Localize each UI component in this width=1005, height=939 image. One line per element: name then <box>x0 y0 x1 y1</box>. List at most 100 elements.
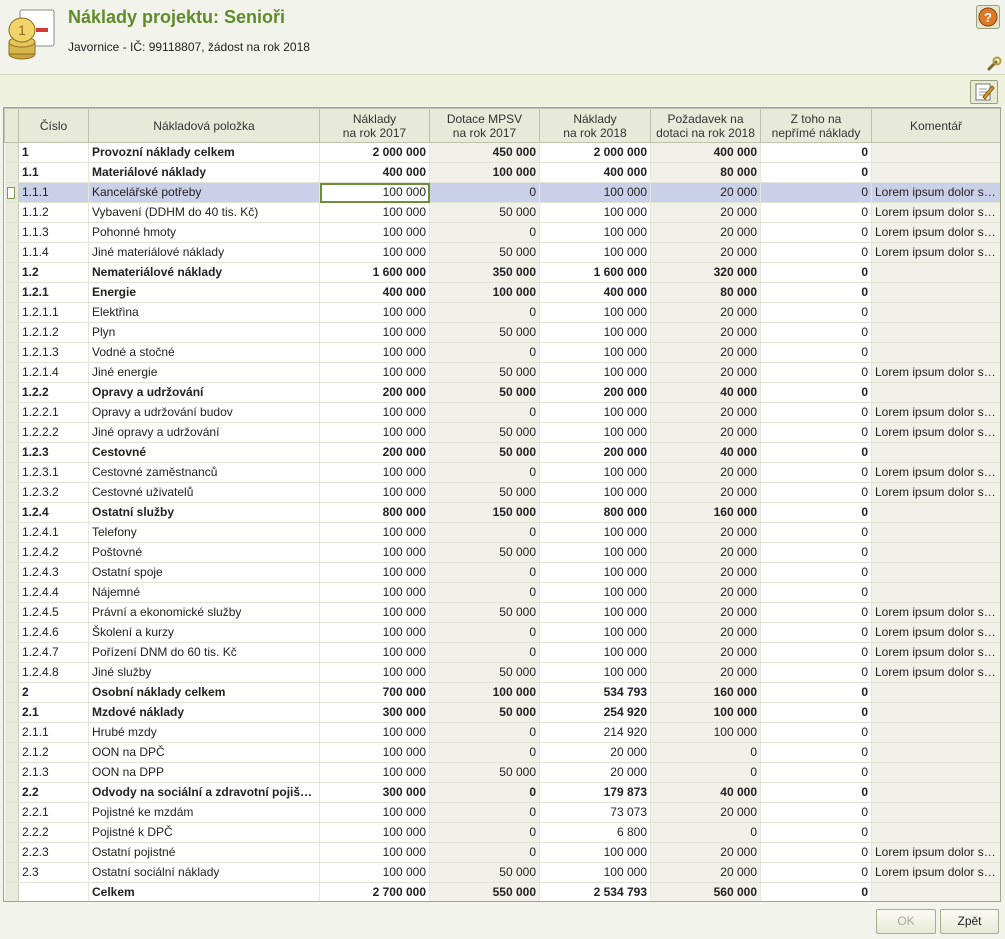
cell-dotace-2017[interactable]: 0 <box>429 802 540 823</box>
cell-naklady-2017[interactable]: 300 000 <box>319 782 430 803</box>
row-selector[interactable] <box>4 402 19 423</box>
cell-naklady-2017[interactable]: 100 000 <box>319 402 430 423</box>
cell-neprime[interactable]: 0 <box>760 242 872 263</box>
row-selector[interactable] <box>4 602 19 623</box>
cell-neprime[interactable]: 0 <box>760 282 872 303</box>
cell-naklady-2018[interactable]: 400 000 <box>539 282 651 303</box>
row-selector[interactable] <box>4 282 19 303</box>
cell-neprime[interactable]: 0 <box>760 822 872 843</box>
table-row[interactable]: 1.2.1.1 Elektřina 100 000 0 100 000 20 000 0 <box>4 302 1000 323</box>
cell-naklady-2018[interactable]: 100 000 <box>539 602 651 623</box>
row-selector[interactable] <box>4 222 19 243</box>
cell-naklady-2017[interactable]: 100 000 <box>319 862 430 883</box>
cell-pozadavek-2018[interactable]: 20 000 <box>650 302 761 323</box>
table-row[interactable]: 2.2.3 Ostatní pojistné 100 000 0 100 000 20 0… <box>4 842 1000 863</box>
table-row[interactable]: 1 Provozní náklady celkem 2 000 000 450 000… <box>4 142 1000 163</box>
cell-polozka[interactable]: Pořízení DNM do 60 tis. Kč <box>88 642 320 663</box>
table-row[interactable]: 1.2.4.3 Ostatní spoje 100 000 0 100 000 20 00… <box>4 562 1000 583</box>
cell-naklady-2017[interactable]: 100 000 <box>319 362 430 383</box>
cell-naklady-2018[interactable]: 179 873 <box>539 782 651 803</box>
cell-naklady-2018[interactable]: 200 000 <box>539 442 651 463</box>
cell-polozka[interactable]: Ostatní služby <box>88 502 320 523</box>
table-row[interactable]: Celkem 2 700 000 550 000 2 534 793 560 000 0 <box>4 882 1000 901</box>
cell-dotace-2017[interactable]: 50 000 <box>429 242 540 263</box>
cell-pozadavek-2018[interactable]: 20 000 <box>650 642 761 663</box>
cell-pozadavek-2018[interactable]: 320 000 <box>650 262 761 283</box>
cell-polozka[interactable]: Cestovné zaměstnanců <box>88 462 320 483</box>
row-selector[interactable] <box>4 762 19 783</box>
cell-cislo[interactable]: 1.2.4.4 <box>18 582 89 603</box>
cell-dotace-2017[interactable]: 50 000 <box>429 762 540 783</box>
cell-dotace-2017[interactable]: 50 000 <box>429 202 540 223</box>
cell-pozadavek-2018[interactable]: 20 000 <box>650 402 761 423</box>
cell-naklady-2017[interactable]: 100 000 <box>319 322 430 343</box>
table-row[interactable]: 2.1.2 OON na DPČ 100 000 0 20 000 0 0 <box>4 742 1000 763</box>
cell-polozka[interactable]: Opravy a udržování budov <box>88 402 320 423</box>
cell-polozka[interactable]: Vodné a stočné <box>88 342 320 363</box>
cell-neprime[interactable]: 0 <box>760 262 872 283</box>
row-selector[interactable] <box>4 382 19 403</box>
cell-polozka[interactable]: Ostatní pojistné <box>88 842 320 863</box>
cell-cislo[interactable]: 1.2.3.2 <box>18 482 89 503</box>
cell-komentar[interactable] <box>871 282 1000 303</box>
cell-neprime[interactable]: 0 <box>760 602 872 623</box>
row-selector[interactable] <box>4 182 19 203</box>
cell-naklady-2017[interactable]: 100 000 <box>319 482 430 503</box>
cell-naklady-2018[interactable]: 400 000 <box>539 162 651 183</box>
cell-naklady-2017[interactable]: 100 000 <box>319 602 430 623</box>
table-row[interactable]: 1.1.3 Pohonné hmoty 100 000 0 100 000 20 000 0… <box>4 222 1000 243</box>
cell-cislo[interactable]: 2.1.3 <box>18 762 89 783</box>
cell-cislo[interactable]: 1.2.2 <box>18 382 89 403</box>
cell-polozka[interactable]: Odvody na sociální a zdravotní pojištění <box>88 782 320 803</box>
column-header-neprime[interactable]: Z toho na nepřímé náklady <box>760 108 872 143</box>
row-selector[interactable] <box>4 202 19 223</box>
cell-naklady-2018[interactable]: 100 000 <box>539 302 651 323</box>
cell-pozadavek-2018[interactable]: 100 000 <box>650 722 761 743</box>
cell-cislo[interactable]: 1.2.1.2 <box>18 322 89 343</box>
cell-komentar[interactable]: Lorem ipsum dolor sit amet <box>871 222 1000 243</box>
cell-dotace-2017[interactable]: 0 <box>429 742 540 763</box>
cell-naklady-2017[interactable]: 2 000 000 <box>319 142 430 163</box>
cell-polozka[interactable]: Jiné energie <box>88 362 320 383</box>
cell-dotace-2017[interactable]: 100 000 <box>429 162 540 183</box>
cell-cislo[interactable]: 1.1.1 <box>18 182 89 203</box>
cell-pozadavek-2018[interactable]: 20 000 <box>650 582 761 603</box>
cell-naklady-2017[interactable]: 100 000 <box>319 242 430 263</box>
cell-neprime[interactable]: 0 <box>760 622 872 643</box>
cell-dotace-2017[interactable]: 0 <box>429 302 540 323</box>
cell-pozadavek-2018[interactable]: 20 000 <box>650 242 761 263</box>
cell-pozadavek-2018[interactable]: 20 000 <box>650 342 761 363</box>
cell-dotace-2017[interactable]: 50 000 <box>429 702 540 723</box>
cell-naklady-2017[interactable]: 100 000 <box>319 722 430 743</box>
cell-dotace-2017[interactable]: 0 <box>429 582 540 603</box>
cell-cislo[interactable]: 1.2.4.2 <box>18 542 89 563</box>
cell-dotace-2017[interactable]: 50 000 <box>429 662 540 683</box>
cell-dotace-2017[interactable]: 0 <box>429 562 540 583</box>
cell-naklady-2017[interactable]: 100 000 <box>319 582 430 603</box>
cell-naklady-2018[interactable]: 100 000 <box>539 522 651 543</box>
cell-pozadavek-2018[interactable]: 0 <box>650 822 761 843</box>
cell-komentar[interactable]: Lorem ipsum dolor sit amet <box>871 622 1000 643</box>
cell-naklady-2017[interactable]: 200 000 <box>319 442 430 463</box>
row-selector[interactable] <box>4 142 19 163</box>
cell-cislo[interactable]: 1.1.2 <box>18 202 89 223</box>
cell-pozadavek-2018[interactable]: 40 000 <box>650 782 761 803</box>
cell-neprime[interactable]: 0 <box>760 842 872 863</box>
cell-naklady-2018[interactable]: 100 000 <box>539 402 651 423</box>
cell-polozka[interactable]: Plyn <box>88 322 320 343</box>
table-row[interactable]: 1.2.2 Opravy a udržování 200 000 50 000 200 … <box>4 382 1000 403</box>
row-selector[interactable] <box>4 562 19 583</box>
cell-naklady-2018[interactable]: 100 000 <box>539 182 651 203</box>
table-row[interactable]: 1.2.4.6 Školení a kurzy 100 000 0 100 000 20 … <box>4 622 1000 643</box>
cell-naklady-2017[interactable]: 100 000 <box>319 742 430 763</box>
cell-naklady-2017[interactable]: 300 000 <box>319 702 430 723</box>
cell-pozadavek-2018[interactable]: 20 000 <box>650 602 761 623</box>
cell-naklady-2017[interactable]: 100 000 <box>319 842 430 863</box>
cell-naklady-2018[interactable]: 2 000 000 <box>539 142 651 163</box>
cell-naklady-2017[interactable]: 100 000 <box>319 542 430 563</box>
cell-cislo[interactable]: 1.1.4 <box>18 242 89 263</box>
cell-naklady-2017[interactable]: 100 000 <box>319 662 430 683</box>
cell-pozadavek-2018[interactable]: 160 000 <box>650 682 761 703</box>
cell-pozadavek-2018[interactable]: 20 000 <box>650 222 761 243</box>
cell-pozadavek-2018[interactable]: 20 000 <box>650 422 761 443</box>
